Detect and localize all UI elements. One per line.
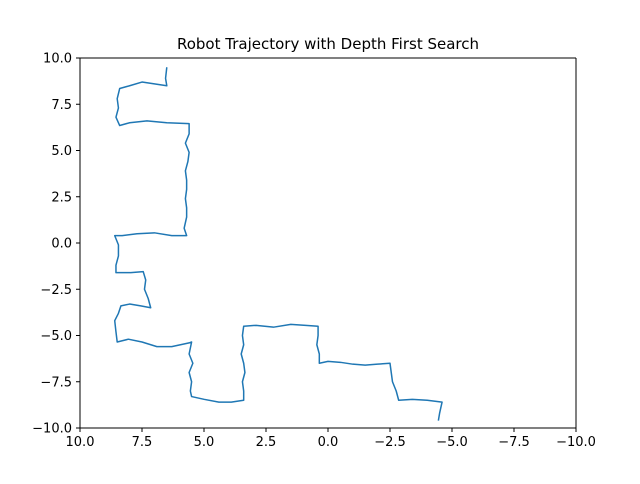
chart-title: Robot Trajectory with Depth First Search <box>177 35 479 53</box>
axes-background <box>80 58 576 428</box>
x-tick-label: 2.5 <box>256 435 277 450</box>
plot-area <box>80 58 576 428</box>
series-layer <box>113 67 443 421</box>
x-tick-label: 10.0 <box>66 435 95 450</box>
y-tick-label: −5.0 <box>40 329 72 344</box>
x-tick-label: −10.0 <box>556 435 596 450</box>
y-tick-label: −10.0 <box>32 422 72 437</box>
x-tick-label: −7.5 <box>498 435 530 450</box>
y-tick-label: 5.0 <box>51 144 72 159</box>
x-tick-label: 5.0 <box>194 435 215 450</box>
y-tick-label: 7.5 <box>51 98 72 113</box>
y-tick-label: 0.0 <box>51 237 72 252</box>
y-axis-ticks: 10.0 7.5 5.0 2.5 0.0 −2.5 −5.0 −7.5 −10.0 <box>32 52 80 437</box>
trajectory-line <box>113 67 443 421</box>
x-tick-label: −5.0 <box>436 435 468 450</box>
x-tick-label: −2.5 <box>374 435 406 450</box>
x-axis-ticks: 10.0 7.5 5.0 2.5 0.0 −2.5 −5.0 −7.5 −10.0 <box>66 428 596 450</box>
x-tick-label: 0.0 <box>318 435 339 450</box>
y-tick-label: −7.5 <box>40 375 72 390</box>
y-tick-label: −2.5 <box>40 283 72 298</box>
y-tick-label: 10.0 <box>43 52 72 67</box>
y-tick-label: 2.5 <box>51 190 72 205</box>
x-tick-label: 7.5 <box>132 435 153 450</box>
